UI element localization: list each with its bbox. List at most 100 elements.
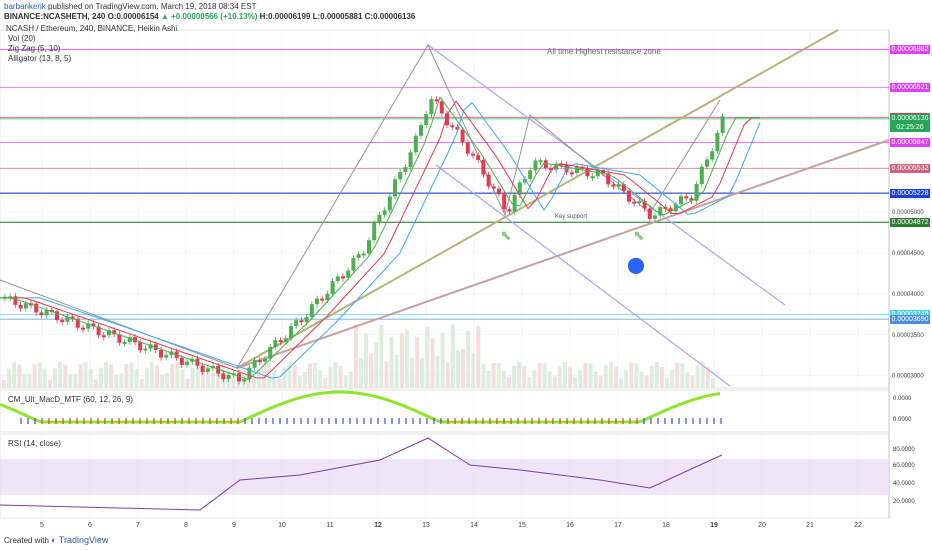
candle (465, 142, 470, 154)
publish-info: barbarikerik published on TradingView.co… (4, 2, 256, 11)
indicator-zigzag[interactable]: Zig Zag (5, 10) (8, 44, 61, 53)
candle (346, 270, 351, 278)
candle (720, 116, 725, 133)
volume-bar (496, 363, 501, 388)
macd-histogram-bar (349, 418, 351, 424)
volume-bar (445, 363, 450, 388)
macd-pane-title[interactable]: CM_Ult_MacD_MTF (60, 12, 26, 9) (8, 395, 133, 404)
macd-histogram-bar (195, 418, 197, 424)
candle (226, 374, 231, 380)
author-link[interactable]: barbarikerik (4, 2, 46, 11)
macd-histogram-bar (335, 418, 337, 424)
volume-bar (185, 378, 190, 388)
candle (673, 204, 678, 212)
macd-histogram-bar (664, 418, 666, 424)
macd-pane-frame (0, 389, 890, 433)
candle (621, 184, 626, 191)
candle (715, 132, 720, 152)
resistance-annotation: All time Highest resistance zone (547, 47, 661, 56)
alligator-line (0, 96, 760, 381)
volume-bar (685, 372, 690, 388)
volume-bar (180, 369, 185, 388)
volume-bar (542, 363, 547, 388)
created-with-text: Created with (4, 536, 49, 545)
macd-histogram-bar (699, 418, 701, 424)
rsi-tick: 20.0000 (893, 499, 915, 505)
candle (658, 206, 663, 216)
macd-histogram-bar (587, 418, 589, 424)
candle (595, 170, 600, 177)
volume-bar (211, 372, 216, 388)
candle (325, 293, 330, 300)
macd-histogram-bar (426, 418, 428, 424)
volume-bar (323, 377, 328, 388)
x-tick-label: 22 (854, 522, 862, 529)
candle (356, 254, 361, 258)
ohlc-bar: BINANCE:NCASHETH, 240 O:0.00006154 ▲ +0.… (4, 12, 415, 21)
macd-histogram-bar (265, 418, 267, 424)
macd-histogram-bar (230, 418, 232, 424)
volume-bar (119, 373, 124, 388)
macd-histogram-bar (279, 418, 281, 424)
candle (127, 337, 132, 342)
volume-bar (369, 353, 374, 388)
tradingview-logo-icon[interactable]: ◐ (51, 535, 57, 545)
candle (294, 320, 299, 327)
indicator-alligator[interactable]: Alligator (13, 8, 5) (8, 54, 72, 63)
candle (367, 240, 371, 254)
macd-histogram-bar (454, 418, 456, 424)
volume-bar (78, 364, 83, 388)
rsi-band (0, 459, 889, 495)
macd-histogram-bar (342, 418, 344, 424)
x-tick-label: 5 (40, 522, 44, 529)
macd-histogram-bar (657, 418, 659, 424)
candle (471, 153, 475, 156)
candle (8, 296, 13, 299)
volume-bar (624, 370, 629, 388)
macd-histogram-bar (153, 418, 155, 424)
volume-bar (614, 366, 618, 388)
price-label: 0.00003690 (890, 314, 930, 324)
candle (393, 179, 397, 197)
volume-bar (190, 367, 195, 388)
candle (606, 173, 611, 185)
candle (491, 186, 496, 189)
candle (351, 257, 356, 271)
candle (122, 341, 127, 344)
x-tick-label: 15 (518, 522, 526, 529)
volume-bar (675, 362, 680, 388)
macd-histogram-bar (356, 418, 358, 424)
volume-bar (287, 362, 292, 388)
macd-histogram-bar (433, 418, 435, 424)
candle (445, 113, 449, 126)
volume-bar (308, 363, 312, 388)
support-arrow-icon: ⬉ (633, 227, 645, 243)
volume-bar (517, 362, 522, 388)
volume-bar (353, 323, 358, 388)
volume-bar (318, 370, 323, 388)
tradingview-link[interactable]: TradingView (58, 535, 109, 545)
candle (138, 342, 143, 351)
volume-bar (83, 362, 88, 388)
candle (278, 340, 283, 343)
candle (528, 170, 533, 179)
candle (616, 184, 621, 187)
candle (70, 316, 75, 319)
macd-histogram-bar (468, 418, 470, 424)
macd-histogram-bar (622, 418, 624, 424)
macd-histogram-bar (62, 418, 64, 424)
volume-bar (379, 324, 384, 388)
candle (647, 208, 652, 219)
macd-histogram-bar (83, 418, 85, 424)
candle (601, 170, 605, 174)
candle (538, 160, 543, 163)
x-tick-label: 11 (326, 522, 333, 529)
indicator-volume[interactable]: Vol (20) (8, 34, 36, 43)
price-label: 0.00006982 (890, 44, 930, 54)
volume-bar (348, 371, 353, 388)
rsi-pane-title[interactable]: RSI (14, close) (8, 439, 61, 448)
candle (543, 160, 548, 169)
volume-bar (481, 364, 486, 388)
candle (408, 152, 413, 168)
